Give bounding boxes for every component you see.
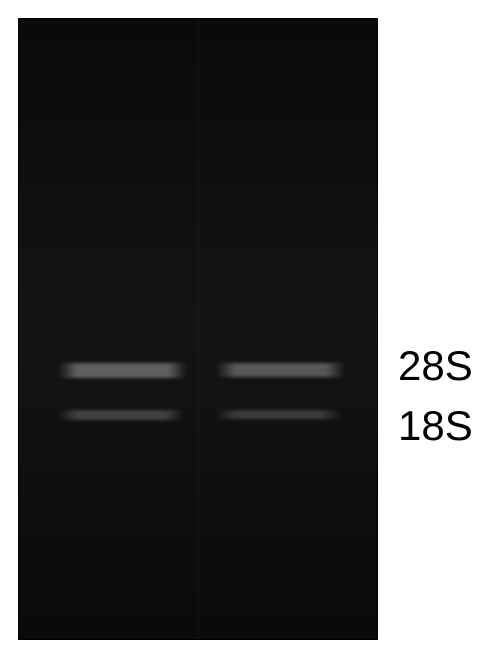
gel-band-18s-lane0	[58, 410, 183, 420]
gel-band-28s-lane0	[58, 363, 187, 378]
lane-divider	[198, 19, 199, 639]
band-label-18s: 18S	[398, 402, 473, 450]
gel-image	[18, 18, 378, 640]
gel-band-18s-lane1	[216, 410, 341, 419]
gel-band-28s-lane1	[216, 363, 345, 377]
band-label-28s: 28S	[398, 342, 473, 390]
gel-figure	[18, 18, 378, 640]
